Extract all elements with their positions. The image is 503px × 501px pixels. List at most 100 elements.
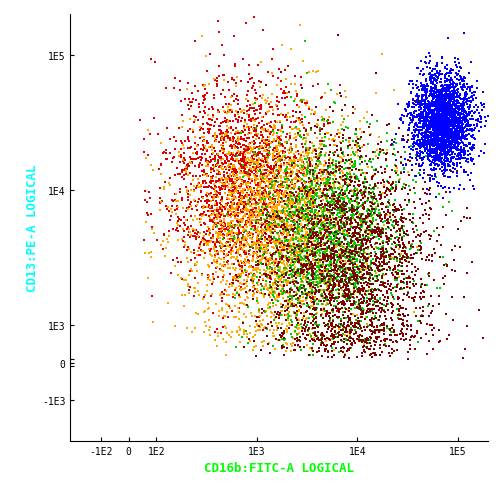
Point	[370, 261, 378, 269]
Point	[468, 90, 476, 98]
Point	[173, 227, 181, 235]
Point	[327, 207, 336, 215]
Point	[374, 200, 382, 208]
Point	[428, 109, 436, 117]
Point	[441, 106, 449, 114]
Point	[391, 265, 399, 273]
Point	[343, 157, 351, 165]
Point	[326, 295, 334, 303]
Point	[451, 118, 459, 126]
Point	[196, 183, 204, 191]
Point	[206, 51, 214, 59]
Point	[461, 148, 469, 156]
Point	[350, 273, 358, 281]
Point	[270, 262, 278, 270]
Point	[440, 101, 448, 109]
Point	[376, 145, 384, 153]
Point	[449, 149, 457, 157]
Point	[306, 262, 314, 270]
Point	[352, 190, 360, 198]
Point	[334, 254, 342, 262]
Point	[245, 259, 253, 267]
Point	[371, 338, 379, 346]
Point	[293, 267, 301, 275]
Point	[317, 278, 325, 286]
Point	[407, 255, 415, 263]
Point	[394, 271, 402, 279]
Point	[429, 143, 437, 151]
Point	[309, 232, 317, 240]
Point	[148, 223, 156, 231]
Point	[291, 245, 299, 254]
Point	[265, 266, 273, 274]
Point	[289, 231, 297, 239]
Point	[283, 280, 291, 288]
Point	[294, 177, 302, 185]
Point	[263, 245, 271, 254]
Point	[280, 150, 288, 158]
Point	[332, 294, 340, 302]
Point	[276, 243, 284, 252]
Point	[183, 225, 191, 233]
Point	[251, 331, 259, 339]
Point	[383, 211, 391, 219]
Point	[346, 276, 354, 284]
Point	[297, 97, 305, 105]
Point	[412, 154, 420, 162]
Point	[307, 175, 315, 183]
Point	[480, 114, 488, 122]
Point	[365, 276, 373, 284]
Point	[387, 250, 395, 259]
Point	[298, 193, 306, 201]
Point	[408, 103, 416, 111]
Point	[290, 272, 298, 280]
Point	[276, 173, 284, 181]
Point	[367, 317, 375, 325]
Point	[431, 107, 439, 115]
Point	[278, 221, 286, 229]
Point	[315, 240, 323, 248]
Point	[448, 134, 456, 142]
Point	[223, 209, 231, 217]
Point	[331, 229, 339, 237]
Point	[353, 229, 361, 237]
Point	[428, 91, 436, 99]
Point	[377, 231, 385, 239]
Point	[322, 176, 330, 184]
Point	[356, 188, 364, 196]
Point	[360, 218, 368, 226]
Point	[229, 152, 237, 160]
Point	[264, 225, 272, 233]
Point	[360, 340, 368, 348]
Point	[412, 126, 420, 134]
Point	[289, 279, 297, 287]
Point	[261, 204, 269, 212]
Point	[294, 168, 302, 176]
Point	[293, 167, 301, 175]
Point	[338, 301, 346, 309]
Point	[271, 203, 279, 211]
Point	[200, 220, 208, 228]
Point	[327, 265, 335, 273]
Point	[437, 115, 445, 123]
Point	[233, 329, 241, 337]
Point	[387, 235, 395, 243]
Point	[200, 235, 208, 243]
Point	[327, 256, 336, 264]
Point	[362, 338, 370, 346]
Point	[276, 143, 284, 151]
Point	[345, 165, 353, 173]
Point	[255, 191, 263, 199]
Point	[371, 328, 379, 336]
Point	[321, 180, 329, 188]
Point	[403, 156, 411, 164]
Point	[436, 152, 444, 160]
Point	[293, 91, 301, 99]
Point	[370, 346, 378, 354]
Point	[258, 211, 266, 219]
Point	[416, 98, 425, 106]
Point	[446, 144, 454, 152]
Point	[455, 93, 463, 101]
Point	[270, 173, 278, 181]
Point	[324, 180, 332, 188]
